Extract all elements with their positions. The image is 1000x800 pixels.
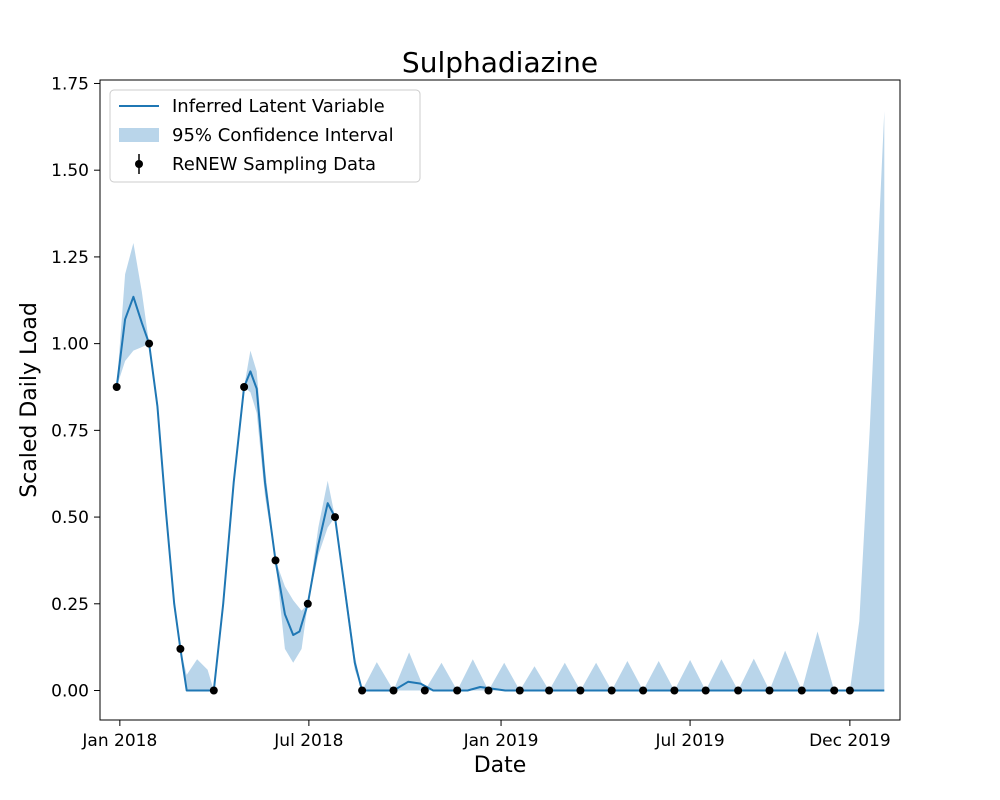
sampling-point bbox=[845, 686, 854, 695]
sampling-point bbox=[515, 686, 524, 695]
y-axis-label: Scaled Daily Load bbox=[17, 302, 42, 498]
y-tick-label: 1.50 bbox=[51, 161, 89, 181]
sampling-point bbox=[240, 383, 249, 391]
x-tick-label: Jul 2019 bbox=[654, 731, 724, 751]
legend-band-swatch bbox=[119, 128, 159, 142]
sampling-point bbox=[358, 686, 367, 695]
y-tick-label: 0.75 bbox=[51, 421, 89, 441]
legend-label: Inferred Latent Variable bbox=[172, 96, 385, 117]
sampling-point bbox=[484, 686, 493, 695]
legend-label: 95% Confidence Interval bbox=[172, 125, 394, 146]
plot-area bbox=[112, 111, 885, 695]
sampling-point bbox=[734, 686, 743, 695]
sampling-point bbox=[607, 686, 616, 695]
sampling-point bbox=[112, 383, 121, 391]
legend-point-swatch bbox=[135, 160, 143, 168]
y-tick-label: 1.00 bbox=[51, 335, 89, 355]
axes-frame bbox=[99, 79, 901, 721]
sampling-point bbox=[145, 339, 154, 348]
sampling-point bbox=[797, 686, 806, 695]
legend-label: ReNEW Sampling Data bbox=[172, 154, 376, 175]
sampling-point bbox=[176, 644, 185, 653]
sampling-point bbox=[271, 556, 280, 565]
sampling-point bbox=[545, 686, 554, 695]
sampling-point bbox=[701, 686, 710, 695]
sampling-point bbox=[765, 686, 774, 695]
x-tick-label: Jul 2018 bbox=[273, 731, 343, 751]
legend: Inferred Latent Variable 95% Confidence I… bbox=[109, 89, 421, 183]
y-tick-label: 0.50 bbox=[51, 508, 89, 528]
sampling-point bbox=[209, 686, 218, 695]
chart-title: Sulphadiazine bbox=[402, 46, 598, 79]
x-tick-label: Dec 2019 bbox=[809, 731, 891, 751]
sampling-point bbox=[576, 686, 585, 695]
y-tick-label: 0.25 bbox=[51, 595, 89, 615]
axis-ticks: Jan 2018 Jul 2018 Jan 2019 Jul 2019 Dec 2019… bbox=[51, 74, 891, 751]
sampling-point bbox=[420, 686, 429, 695]
sampling-point bbox=[830, 686, 839, 695]
sampling-point bbox=[670, 686, 679, 695]
x-tick-label: Jan 2018 bbox=[81, 731, 157, 751]
y-tick-label: 1.75 bbox=[51, 74, 89, 94]
sampling-point bbox=[303, 599, 312, 608]
sampling-point bbox=[389, 686, 398, 695]
x-axis-label: Date bbox=[474, 753, 527, 778]
y-tick-label: 1.25 bbox=[51, 248, 89, 268]
legend-box bbox=[109, 89, 421, 183]
x-tick-label: Jan 2019 bbox=[463, 731, 539, 751]
sampling-point bbox=[453, 686, 462, 695]
sampling-point bbox=[639, 686, 648, 695]
latent-variable-line bbox=[115, 295, 885, 692]
y-tick-label: 0.00 bbox=[51, 682, 89, 702]
sampling-point bbox=[331, 513, 339, 522]
